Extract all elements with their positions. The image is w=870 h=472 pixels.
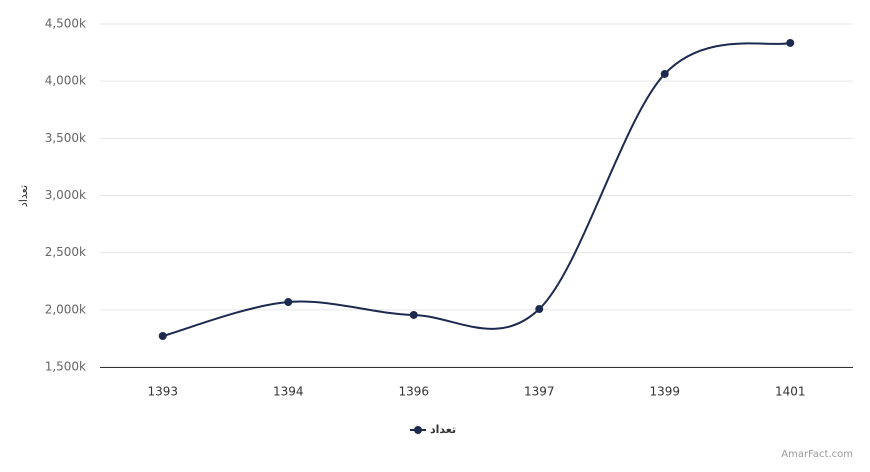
y-tick-label: 2,000k	[45, 302, 86, 316]
x-tick-label: 1397	[524, 385, 555, 399]
y-tick-label: 3,500k	[45, 131, 86, 145]
x-tick-label: 1396	[398, 385, 429, 399]
y-tick-label: 4,500k	[45, 17, 86, 31]
x-tick-label: 1393	[147, 385, 178, 399]
y-tick-label: 4,000k	[45, 74, 86, 88]
x-tick-label: 1401	[775, 385, 806, 399]
y-tick-label: 1,500k	[45, 360, 86, 374]
data-point	[409, 310, 418, 319]
data-point	[284, 298, 293, 307]
series-line	[162, 42, 791, 337]
y-tick-label: 2,500k	[45, 245, 86, 259]
credit[interactable]: AmarFact.com	[781, 449, 853, 460]
legend-label[interactable]: تعداد	[430, 423, 456, 436]
x-tick-label: 1399	[649, 385, 680, 399]
data-point	[158, 332, 167, 341]
y-tick-label: 3,000k	[45, 188, 86, 202]
data-point	[535, 305, 544, 314]
y-axis-title: تعداد	[17, 185, 30, 207]
data-point	[660, 69, 669, 78]
x-tick-label: 1394	[273, 385, 304, 399]
legend-symbol	[414, 426, 422, 434]
data-point	[786, 38, 795, 47]
